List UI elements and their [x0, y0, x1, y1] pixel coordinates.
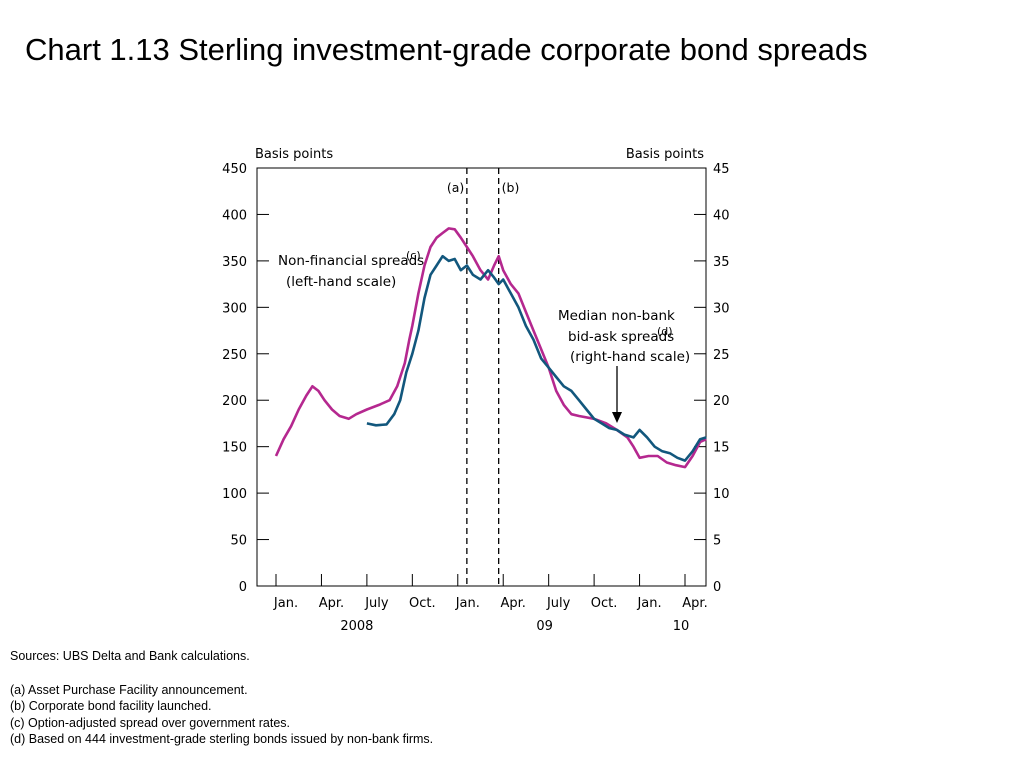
right-tick-label: 10: [713, 487, 730, 502]
x-tick-label: Oct.: [409, 596, 436, 611]
series-lines: [274, 227, 707, 469]
right-tick-label: 15: [713, 441, 730, 456]
left-axis-label: Basis points: [255, 147, 333, 162]
left-tick-label: 150: [222, 441, 247, 456]
event-markers: (a) (b): [447, 168, 520, 586]
x-axis: Jan. Apr. July Oct. Jan. Apr. July Oct. Jan. Apr.…: [273, 574, 708, 634]
right-tick-label: 0: [713, 580, 721, 595]
x-year-label: 10: [673, 619, 690, 634]
x-tick-label: Jan.: [636, 596, 661, 611]
left-tick-label: 350: [222, 255, 247, 270]
x-tick-label: Apr.: [682, 596, 707, 611]
left-tick-label: 300: [222, 301, 247, 316]
plot-frame: [256, 167, 707, 587]
right-tick-label: 25: [713, 348, 730, 363]
sources-note: Sources: UBS Delta and Bank calculations…: [10, 649, 250, 663]
right-axis: 0 5 10 15 20 25 30 35 40 45: [694, 162, 730, 595]
right-tick-label: 35: [713, 255, 730, 270]
annotation-arrow: [612, 366, 622, 423]
footnote-a: (a) Asset Purchase Facility announcement…: [10, 682, 248, 697]
chart: 0 50 100 150 200 250 300 350 400 450 0 5 10 15 20 25 30…: [222, 147, 730, 634]
footnote-b: (b) Corporate bond facility launched.: [10, 699, 212, 713]
page-title: Chart 1.13 Sterling investment-grade cor…: [25, 32, 868, 67]
event-marker-label: (a): [447, 180, 464, 195]
right-tick-label: 5: [713, 534, 721, 549]
right-tick-label: 40: [713, 208, 730, 223]
left-tick-label: 400: [222, 208, 247, 223]
footnote-d: (d) Based on 444 investment-grade sterli…: [10, 732, 434, 746]
annotation-median-line1: Median non-bank: [558, 308, 675, 324]
right-tick-label: 20: [713, 394, 730, 409]
right-axis-label: Basis points: [626, 147, 704, 162]
right-tick-label: 30: [713, 301, 730, 316]
x-tick-label: Jan.: [455, 596, 480, 611]
annotation-median-note: (d): [657, 325, 673, 338]
right-tick-label: 45: [713, 162, 730, 177]
annotation-nonfin-line2: (left-hand scale): [286, 274, 396, 290]
left-tick-label: 250: [222, 348, 247, 363]
annotation-nonfin-line1: Non-financial spreads: [278, 253, 424, 269]
left-tick-label: 450: [222, 162, 247, 177]
chart-notes: Sources: UBS Delta and Bank calculations…: [10, 648, 1010, 748]
annotation-nonfin-note: (c): [406, 249, 421, 262]
annotation-median-line2: bid-ask spreads: [568, 329, 674, 345]
series-line-median-bid-ask: [366, 254, 707, 462]
left-tick-label: 200: [222, 394, 247, 409]
x-tick-label: Apr.: [319, 596, 344, 611]
left-tick-label: 0: [239, 580, 247, 595]
x-tick-label: July: [546, 596, 571, 611]
left-tick-label: 50: [230, 534, 247, 549]
x-tick-label: Jan.: [273, 596, 298, 611]
series-line-nonfinancial-spreads: [274, 227, 707, 469]
x-tick-label: July: [364, 596, 389, 611]
x-year-label: 09: [536, 619, 553, 634]
footnote-c: (c) Option-adjusted spread over governme…: [10, 715, 290, 730]
x-year-label: 2008: [340, 619, 373, 634]
left-tick-label: 100: [222, 487, 247, 502]
x-tick-label: Oct.: [591, 596, 618, 611]
annotation-median-line3: (right-hand scale): [570, 349, 690, 365]
left-axis: 0 50 100 150 200 250 300 350 400 450: [222, 162, 269, 595]
x-tick-label: Apr.: [501, 596, 526, 611]
event-marker-label: (b): [502, 180, 520, 195]
